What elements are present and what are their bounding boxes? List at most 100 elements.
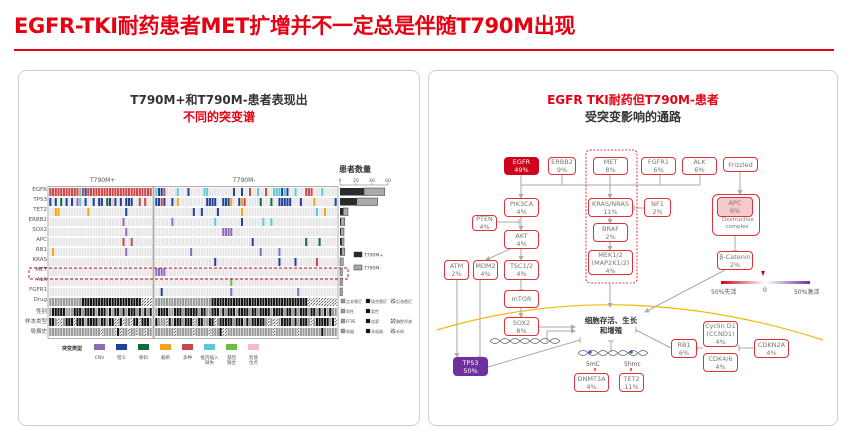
node-text: DNMT3A bbox=[577, 374, 606, 383]
empty-cell bbox=[219, 208, 222, 216]
pathway-node-egfr: EGFR 49% bbox=[504, 157, 539, 175]
clinical-cell bbox=[267, 298, 270, 306]
clinical-legend-swatch bbox=[340, 328, 346, 334]
node-text: ALK bbox=[693, 158, 706, 166]
empty-cell bbox=[203, 208, 206, 216]
alteration-cell bbox=[273, 188, 276, 196]
empty-cell bbox=[182, 228, 185, 236]
empty-cell bbox=[141, 258, 144, 266]
clinical-cell bbox=[211, 298, 214, 306]
bar-legend-swatch bbox=[353, 251, 363, 258]
empty-cell bbox=[174, 268, 177, 276]
clinical-cell bbox=[54, 298, 57, 306]
empty-cell bbox=[200, 278, 203, 286]
clinical-cell bbox=[157, 298, 161, 306]
empty-cell bbox=[52, 288, 55, 296]
empty-cell bbox=[246, 258, 249, 266]
clinical-cell bbox=[318, 308, 321, 316]
empty-cell bbox=[176, 208, 179, 216]
clinical-cell bbox=[318, 298, 321, 306]
empty-cell bbox=[307, 228, 310, 236]
empty-cell bbox=[200, 188, 203, 196]
empty-cell bbox=[294, 278, 297, 286]
clinical-cell bbox=[95, 318, 98, 326]
clinical-cell bbox=[270, 298, 273, 306]
empty-cell bbox=[166, 288, 169, 296]
bar-legend-label: T790M- bbox=[363, 266, 381, 272]
empty-cell bbox=[57, 258, 60, 266]
clinical-cell bbox=[117, 298, 120, 306]
clinical-cell bbox=[307, 298, 310, 306]
empty-cell bbox=[259, 258, 262, 266]
empty-cell bbox=[273, 218, 276, 226]
empty-cell bbox=[84, 268, 87, 276]
alteration-cell bbox=[111, 188, 114, 196]
clinical-cell bbox=[130, 308, 133, 316]
clinical-cell bbox=[321, 298, 324, 306]
clinical-cell bbox=[294, 318, 297, 326]
clinical-cell bbox=[227, 328, 230, 336]
empty-cell bbox=[100, 268, 103, 276]
empty-cell bbox=[73, 208, 76, 216]
clinical-cell bbox=[216, 328, 219, 336]
clinical-cell bbox=[57, 308, 60, 316]
clinical-cell bbox=[106, 328, 109, 336]
alteration-cell bbox=[278, 248, 281, 256]
empty-cell bbox=[289, 248, 292, 256]
empty-cell bbox=[70, 218, 74, 226]
node-text: RB1 bbox=[677, 340, 691, 349]
clinical-cell bbox=[49, 318, 52, 326]
empty-cell bbox=[310, 198, 313, 206]
empty-cell bbox=[265, 228, 268, 236]
clinical-legend-label: 吸烟 bbox=[346, 328, 354, 334]
clinical-cell bbox=[259, 308, 262, 316]
empty-cell bbox=[198, 228, 201, 236]
alteration-cell bbox=[144, 188, 147, 196]
empty-cell bbox=[246, 278, 249, 286]
clinical-cell bbox=[219, 298, 222, 306]
bar-t790m-plus bbox=[340, 198, 357, 206]
bar-legend-label: T790M+ bbox=[363, 253, 383, 259]
alteration-cell bbox=[125, 228, 128, 236]
empty-cell bbox=[76, 208, 79, 216]
empty-cell bbox=[254, 218, 257, 226]
empty-cell bbox=[243, 218, 246, 226]
empty-cell bbox=[108, 278, 112, 286]
empty-cell bbox=[54, 248, 57, 256]
clinical-cell bbox=[160, 318, 163, 326]
empty-cell bbox=[238, 278, 241, 286]
empty-cell bbox=[60, 248, 63, 256]
empty-cell bbox=[92, 218, 95, 226]
clinical-cell bbox=[57, 298, 60, 306]
empty-cell bbox=[114, 258, 117, 266]
node-text: 4% bbox=[479, 223, 490, 231]
empty-cell bbox=[133, 228, 136, 236]
empty-cell bbox=[262, 278, 265, 286]
clinical-cell bbox=[243, 318, 246, 326]
clinical-cell bbox=[289, 308, 292, 316]
clinical-cell bbox=[87, 298, 90, 306]
clinical-cell bbox=[73, 328, 76, 336]
empty-cell bbox=[157, 218, 161, 226]
alteration-cell bbox=[334, 198, 337, 206]
empty-cell bbox=[326, 218, 329, 226]
empty-cell bbox=[76, 268, 79, 276]
empty-cell bbox=[297, 218, 300, 226]
empty-cell bbox=[315, 238, 318, 246]
clinical-cell bbox=[192, 318, 195, 326]
empty-cell bbox=[184, 258, 187, 266]
empty-cell bbox=[227, 188, 230, 196]
empty-cell bbox=[294, 248, 297, 256]
empty-cell bbox=[98, 268, 101, 276]
empty-cell bbox=[89, 218, 93, 226]
empty-cell bbox=[103, 258, 106, 266]
empty-cell bbox=[133, 248, 136, 256]
empty-cell bbox=[299, 268, 302, 276]
clinical-cell bbox=[297, 318, 300, 326]
pathway-node-rb1: RB1 6% bbox=[671, 339, 697, 358]
row-label: FGFR1 bbox=[29, 287, 47, 293]
empty-cell bbox=[57, 248, 60, 256]
empty-cell bbox=[299, 188, 302, 196]
empty-cell bbox=[321, 288, 324, 296]
empty-cell bbox=[49, 208, 52, 216]
